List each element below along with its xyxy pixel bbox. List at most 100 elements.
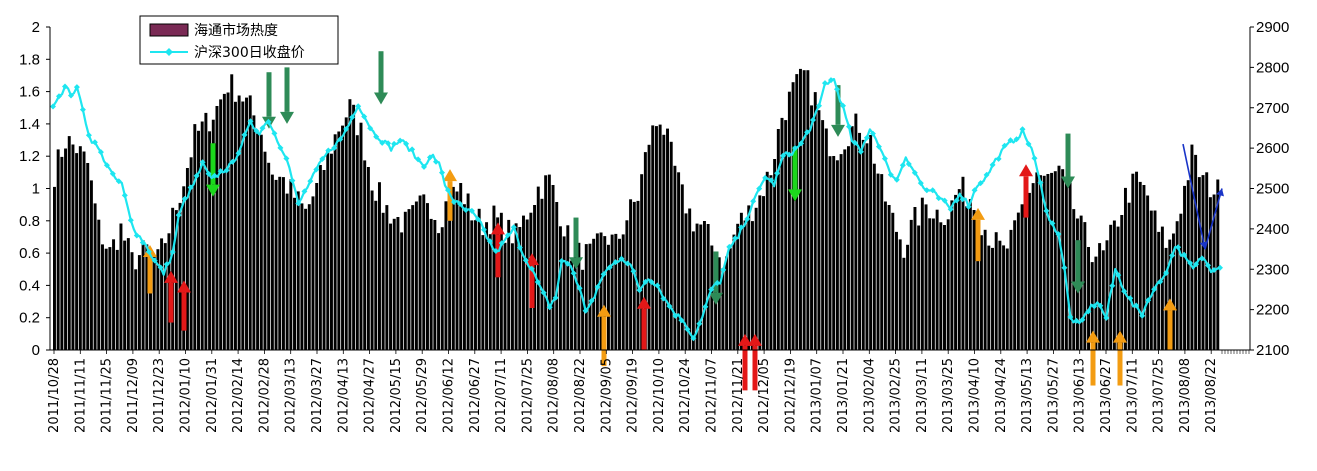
arrow-shaft	[378, 51, 384, 93]
price-point	[462, 207, 469, 213]
price-point	[1169, 252, 1176, 259]
heat-bar	[219, 99, 223, 351]
heat-bar	[1024, 194, 1028, 350]
x-tick-label: 2013/04/24	[994, 358, 1009, 433]
heat-bar	[56, 149, 60, 350]
left-tick-label: 1	[32, 181, 40, 198]
arrow-shaft	[601, 316, 607, 367]
price-point	[1211, 267, 1217, 273]
heat-bar	[898, 239, 902, 350]
price-point	[654, 282, 661, 289]
heat-bar	[355, 135, 359, 350]
price-point	[516, 244, 523, 251]
heat-bar	[658, 124, 662, 350]
price-point	[56, 93, 62, 100]
heat-bar	[643, 152, 647, 350]
right-tick-label: 2500	[1256, 181, 1289, 198]
heat-bar	[987, 245, 991, 350]
heat-bar	[1035, 172, 1039, 350]
price-point	[576, 285, 583, 292]
price-point	[798, 140, 805, 147]
heat-bar	[86, 163, 90, 350]
left-tick-label: 1.8	[19, 51, 40, 68]
left-tick-label: 1.4	[19, 116, 40, 133]
legend: 海通市场热度 沪深300日收盘价	[139, 15, 339, 65]
heat-bar	[499, 212, 503, 350]
right-tick-label: 2100	[1256, 342, 1289, 359]
heat-bar	[248, 95, 252, 351]
price-point	[588, 297, 595, 304]
heat-bar	[237, 95, 241, 350]
heat-bar	[126, 238, 130, 350]
heat-bar	[1083, 222, 1087, 350]
arrow-head	[748, 333, 762, 346]
price-point	[678, 317, 685, 324]
arrow-head	[1216, 188, 1224, 197]
up-arrow	[1086, 330, 1100, 386]
heat-bar	[1123, 187, 1127, 350]
x-tick-label: 2012/11/21	[731, 358, 746, 433]
arrow-shaft	[975, 219, 981, 262]
price-point	[1001, 142, 1008, 149]
heat-bar	[835, 160, 839, 350]
heat-bar	[145, 244, 149, 350]
heat-bar	[422, 194, 426, 350]
price-point	[319, 156, 326, 162]
heat-bar	[1175, 221, 1179, 350]
heat-bar	[1142, 185, 1146, 350]
price-point	[660, 295, 667, 302]
heat-bar	[459, 183, 463, 350]
left-tick-label: 0.4	[19, 277, 40, 294]
price-point	[923, 187, 930, 194]
heat-bar	[245, 97, 248, 350]
price-point	[259, 125, 266, 132]
heat-bar	[374, 200, 378, 350]
heat-bar	[381, 212, 385, 350]
heat-bar	[647, 144, 651, 350]
price-point	[187, 184, 194, 191]
up-arrow	[177, 280, 191, 331]
price-point	[355, 103, 362, 110]
heat-bar	[939, 222, 943, 350]
arrow-shaft	[835, 85, 841, 125]
heat-bar	[544, 175, 548, 350]
heat-bar	[344, 117, 348, 351]
right-tick-label: 2700	[1256, 100, 1289, 117]
price-point	[612, 259, 619, 266]
price-point	[522, 257, 529, 264]
heat-bar	[869, 135, 873, 350]
heat-bar	[739, 212, 743, 350]
heat-bar	[946, 219, 950, 350]
left-tick-label: 0.8	[19, 213, 40, 230]
price-point	[750, 198, 757, 205]
heat-bar	[669, 141, 673, 350]
right-tick-label: 2400	[1256, 221, 1289, 238]
heat-bar	[1020, 204, 1024, 350]
price-point	[606, 264, 613, 271]
heat-bar	[1068, 182, 1072, 350]
price-point	[1151, 286, 1158, 293]
heat-bar	[640, 174, 644, 350]
heat-bar	[603, 236, 607, 350]
price-point	[451, 199, 457, 205]
price-point	[869, 130, 876, 137]
heat-bar	[525, 219, 529, 350]
price-point	[139, 239, 146, 246]
arrow-shaft	[168, 282, 174, 323]
price-point	[127, 217, 134, 224]
arrow-head	[788, 189, 802, 202]
price-point	[1175, 244, 1182, 251]
heat-bar	[1009, 229, 1013, 350]
heat-bar	[418, 195, 422, 350]
right-axis-ticks: 2100 2200 2300 2400 2500 2600 2700 2800 2900	[1250, 19, 1289, 359]
price-point	[457, 200, 463, 207]
heat-bar	[954, 194, 958, 350]
heat-bar	[208, 131, 212, 350]
heat-bar	[1131, 173, 1135, 350]
projection-path	[1182, 143, 1223, 250]
heat-bar	[1171, 233, 1175, 350]
price-point	[373, 133, 380, 140]
heat-bar	[876, 173, 880, 350]
heat-bar	[592, 238, 596, 350]
